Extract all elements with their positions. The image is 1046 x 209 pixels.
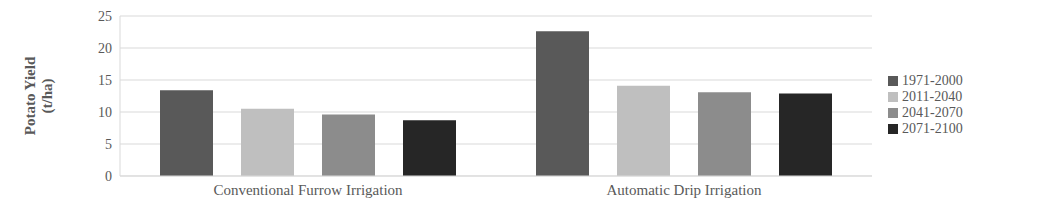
svg-text:0: 0 <box>105 169 112 184</box>
html-text:2011-2040: 2011-2040 <box>902 88 963 104</box>
svg-text:20: 20 <box>98 41 112 56</box>
svg-text:Conventional Furrow Irrigation: Conventional Furrow Irrigation <box>213 182 403 198</box>
html-text:1971-2000: 1971-2000 <box>902 72 963 88</box>
html-text:2041-2070: 2041-2070 <box>902 104 963 120</box>
svg-text:Automatic Drip Irrigation: Automatic Drip Irrigation <box>607 182 762 198</box>
html-text:2071-2100: 2071-2100 <box>902 120 963 136</box>
svg-text:10: 10 <box>98 105 112 120</box>
svg-text:5: 5 <box>105 137 112 152</box>
svg-text:Potato Yield(t/ha): Potato Yield(t/ha) <box>22 56 56 135</box>
svg-text:25: 25 <box>98 9 112 24</box>
svg-text:15: 15 <box>98 73 112 88</box>
